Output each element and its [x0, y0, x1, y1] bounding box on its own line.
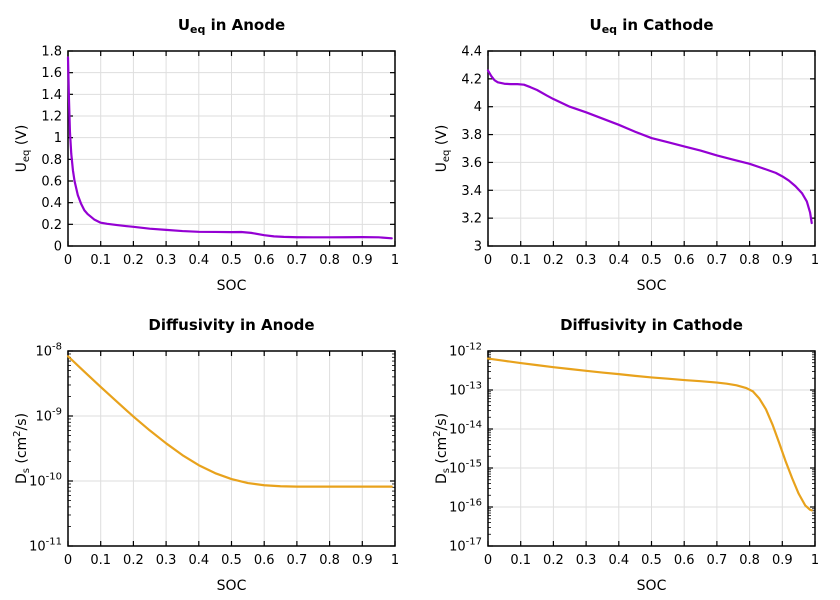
svg-text:0.8: 0.8 [319, 253, 340, 268]
svg-text:0.1: 0.1 [90, 253, 111, 268]
svg-text:10-8: 10-8 [35, 342, 62, 360]
svg-text:1: 1 [811, 253, 819, 268]
svg-text:0.7: 0.7 [707, 253, 728, 268]
svg-text:0.5: 0.5 [221, 253, 242, 268]
svg-text:0.4: 0.4 [188, 553, 209, 568]
svg-text:10-15: 10-15 [449, 459, 482, 477]
svg-text:0.3: 0.3 [156, 553, 177, 568]
svg-text:10-12: 10-12 [449, 342, 482, 360]
svg-text:Ds (cm2/s): Ds (cm2/s) [12, 413, 32, 484]
svg-text:1: 1 [391, 553, 399, 568]
svg-text:10-13: 10-13 [449, 381, 482, 399]
svg-text:0.7: 0.7 [287, 253, 308, 268]
svg-text:0.7: 0.7 [707, 553, 728, 568]
svg-text:10-11: 10-11 [29, 537, 62, 555]
svg-text:0.9: 0.9 [772, 553, 793, 568]
plot-ueq-cathode: 0 0.1 0.2 0.3 0.4 0.5 0.6 0.7 0.8 0.9 1 3 3.2 3.4 3.6 3… [420, 0, 840, 300]
svg-text:0.2: 0.2 [123, 553, 144, 568]
svg-text:0.9: 0.9 [352, 553, 373, 568]
svg-text:0: 0 [484, 253, 492, 268]
svg-text:0.5: 0.5 [641, 553, 662, 568]
svg-text:4.2: 4.2 [461, 72, 482, 87]
svg-text:0.1: 0.1 [510, 553, 531, 568]
plot-diffusivity-cathode: 0 0.1 0.2 0.3 0.4 0.5 0.6 0.7 0.8 0.9 1 10-17 10-16 1… [420, 300, 840, 600]
svg-text:Ueq in Anode: Ueq in Anode [178, 16, 285, 36]
svg-text:0.1: 0.1 [510, 253, 531, 268]
svg-text:Ueq in Cathode: Ueq in Cathode [590, 16, 714, 36]
svg-text:0.2: 0.2 [543, 553, 564, 568]
svg-text:0.4: 0.4 [41, 196, 62, 211]
svg-text:SOC: SOC [637, 578, 667, 594]
svg-text:0.8: 0.8 [739, 253, 760, 268]
svg-text:0.4: 0.4 [608, 253, 629, 268]
svg-text:4.4: 4.4 [461, 45, 482, 60]
svg-text:10-10: 10-10 [29, 472, 62, 490]
svg-text:0.3: 0.3 [576, 553, 597, 568]
svg-text:0.5: 0.5 [641, 253, 662, 268]
svg-text:Diffusivity in Anode: Diffusivity in Anode [148, 316, 314, 334]
svg-text:10-16: 10-16 [449, 498, 482, 516]
svg-text:3.2: 3.2 [461, 212, 482, 227]
svg-text:3: 3 [474, 240, 482, 255]
svg-text:4: 4 [474, 100, 482, 115]
svg-text:0: 0 [484, 553, 492, 568]
svg-text:0.4: 0.4 [608, 553, 629, 568]
svg-text:0.6: 0.6 [254, 553, 275, 568]
svg-text:3.8: 3.8 [461, 128, 482, 143]
svg-text:SOC: SOC [217, 278, 247, 294]
svg-text:1: 1 [391, 253, 399, 268]
svg-text:0.2: 0.2 [123, 253, 144, 268]
svg-text:0.2: 0.2 [543, 253, 564, 268]
svg-text:3.6: 3.6 [461, 156, 482, 171]
svg-text:10-9: 10-9 [35, 407, 62, 425]
svg-text:0.2: 0.2 [41, 218, 62, 233]
svg-text:Diffusivity in Cathode: Diffusivity in Cathode [560, 316, 743, 334]
svg-text:0.8: 0.8 [739, 553, 760, 568]
svg-text:1.6: 1.6 [41, 66, 62, 81]
plot-ueq-anode: 0 0.1 0.2 0.3 0.4 0.5 0.6 0.7 0.8 0.9 1 0 0.2 0.4 0.6 0… [0, 0, 420, 300]
svg-text:0.3: 0.3 [156, 253, 177, 268]
svg-text:0.7: 0.7 [287, 553, 308, 568]
svg-text:0.9: 0.9 [772, 253, 793, 268]
svg-text:10-14: 10-14 [449, 420, 482, 438]
svg-text:0.4: 0.4 [188, 253, 209, 268]
svg-text:0.1: 0.1 [90, 553, 111, 568]
svg-text:0.3: 0.3 [576, 253, 597, 268]
svg-text:0: 0 [64, 553, 72, 568]
svg-text:SOC: SOC [217, 578, 247, 594]
svg-text:Ueq (V): Ueq (V) [434, 125, 452, 173]
svg-text:0.8: 0.8 [319, 553, 340, 568]
svg-text:0.5: 0.5 [221, 553, 242, 568]
svg-text:0: 0 [54, 240, 62, 255]
svg-text:SOC: SOC [637, 278, 667, 294]
svg-text:1.2: 1.2 [41, 110, 62, 125]
svg-text:1.4: 1.4 [41, 88, 62, 103]
svg-text:1: 1 [54, 131, 62, 146]
svg-text:0: 0 [64, 253, 72, 268]
svg-text:Ueq (V): Ueq (V) [14, 125, 32, 173]
svg-text:1: 1 [811, 553, 819, 568]
svg-text:0.6: 0.6 [41, 175, 62, 190]
svg-text:0.9: 0.9 [352, 253, 373, 268]
plot-diffusivity-anode: 0 0.1 0.2 0.3 0.4 0.5 0.6 0.7 0.8 0.9 1 10-11 10-10 1… [0, 300, 420, 600]
svg-text:0.8: 0.8 [41, 153, 62, 168]
svg-text:0.6: 0.6 [674, 553, 695, 568]
svg-text:1.8: 1.8 [41, 45, 62, 60]
svg-text:Ds (cm2/s): Ds (cm2/s) [432, 413, 452, 484]
svg-text:3.4: 3.4 [461, 184, 482, 199]
svg-text:10-17: 10-17 [449, 537, 482, 555]
svg-text:0.6: 0.6 [254, 253, 275, 268]
svg-text:0.6: 0.6 [674, 253, 695, 268]
